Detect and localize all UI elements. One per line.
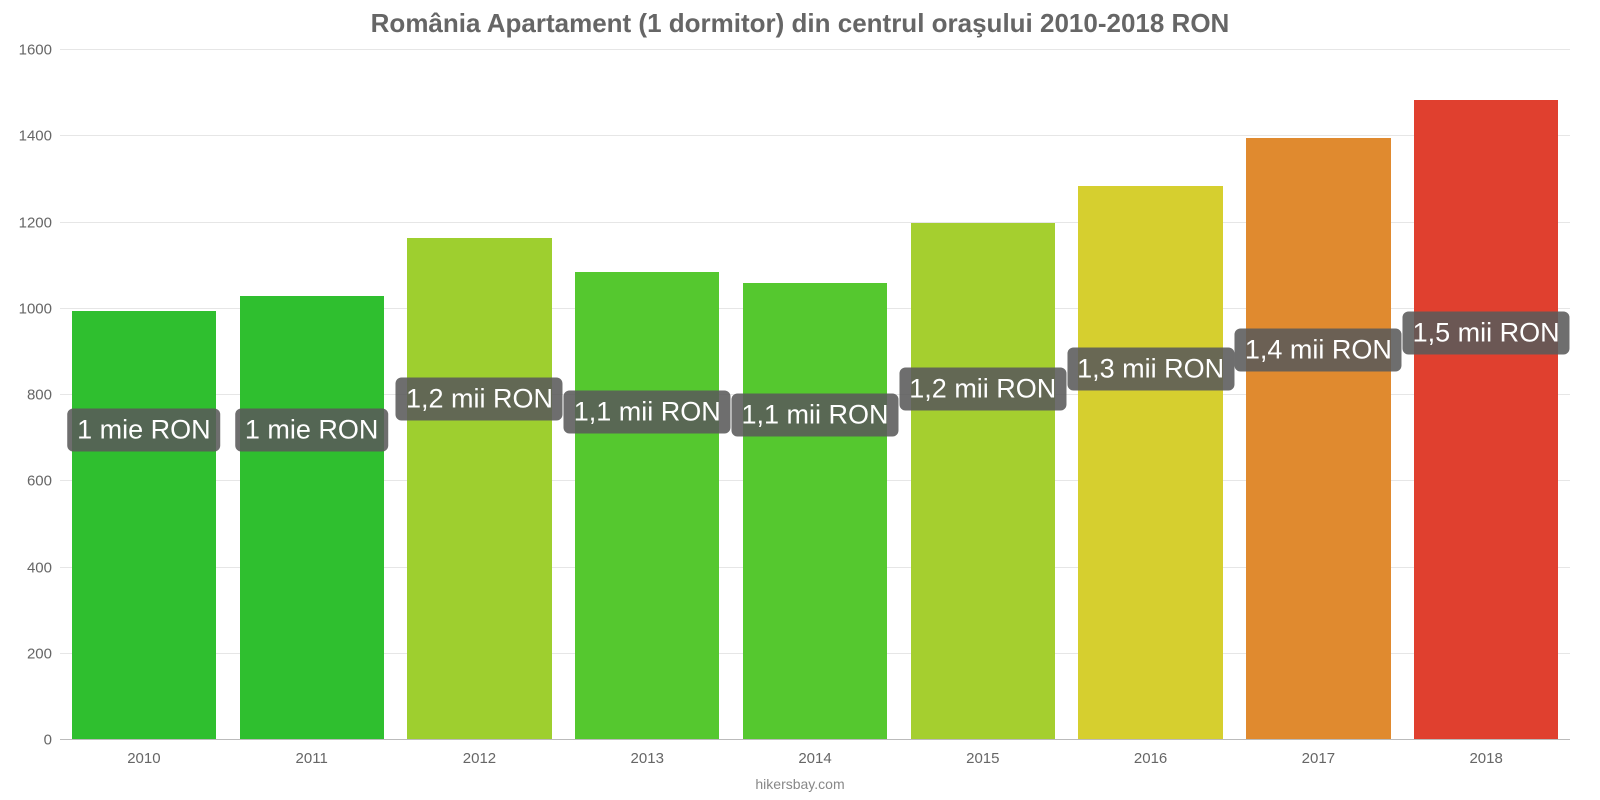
xtick-label: 2010 xyxy=(127,740,160,767)
bars-container: 1 mie RON20101 mie RON20111,2 mii RON201… xyxy=(60,50,1570,740)
bar xyxy=(1078,186,1222,740)
ytick-label: 1400 xyxy=(19,128,60,145)
ytick-label: 400 xyxy=(27,559,60,576)
ytick-label: 1000 xyxy=(19,300,60,317)
value-badge: 1,2 mii RON xyxy=(899,367,1066,410)
bar xyxy=(1414,100,1558,740)
xtick-label: 2015 xyxy=(966,740,999,767)
xtick-label: 2014 xyxy=(798,740,831,767)
ytick-label: 1600 xyxy=(19,42,60,59)
bar xyxy=(575,272,719,740)
plot-area: 02004006008001000120014001600 1 mie RON2… xyxy=(60,50,1570,740)
bar-slot: 1,1 mii RON2013 xyxy=(563,50,731,740)
value-badge: 1,3 mii RON xyxy=(1067,348,1234,391)
xtick-label: 2016 xyxy=(1134,740,1167,767)
bar xyxy=(911,223,1055,741)
ytick-label: 0 xyxy=(44,732,60,749)
chart-title: România Apartament (1 dormitor) din cent… xyxy=(0,0,1600,51)
baseline xyxy=(60,739,1570,740)
bar-slot: 1,3 mii RON2016 xyxy=(1067,50,1235,740)
value-badge: 1,1 mii RON xyxy=(732,393,899,436)
bar xyxy=(743,283,887,740)
value-badge: 1,4 mii RON xyxy=(1235,328,1402,371)
xtick-label: 2011 xyxy=(296,740,328,767)
value-badge: 1,2 mii RON xyxy=(396,378,563,421)
ytick-label: 600 xyxy=(27,473,60,490)
bar-slot: 1 mie RON2010 xyxy=(60,50,228,740)
xtick-label: 2017 xyxy=(1302,740,1335,767)
xtick-label: 2018 xyxy=(1469,740,1502,767)
ytick-label: 200 xyxy=(27,645,60,662)
bar-slot: 1,2 mii RON2012 xyxy=(396,50,564,740)
bar-slot: 1,5 mii RON2018 xyxy=(1402,50,1570,740)
bar-slot: 1 mie RON2011 xyxy=(228,50,396,740)
chart-area: 02004006008001000120014001600 1 mie RON2… xyxy=(60,50,1570,740)
source-label: hikersbay.com xyxy=(0,776,1600,792)
value-badge: 1 mie RON xyxy=(67,408,221,451)
ytick-label: 1200 xyxy=(19,214,60,231)
value-badge: 1,5 mii RON xyxy=(1403,311,1570,354)
bar xyxy=(72,311,216,740)
bar xyxy=(1246,138,1390,740)
bar-slot: 1,1 mii RON2014 xyxy=(731,50,899,740)
bar xyxy=(407,238,551,740)
value-badge: 1,1 mii RON xyxy=(564,391,731,434)
bar-slot: 1,2 mii RON2015 xyxy=(899,50,1067,740)
bar-slot: 1,4 mii RON2017 xyxy=(1234,50,1402,740)
xtick-label: 2013 xyxy=(631,740,664,767)
bar xyxy=(240,296,384,740)
xtick-label: 2012 xyxy=(463,740,496,767)
value-badge: 1 mie RON xyxy=(235,408,389,451)
ytick-label: 800 xyxy=(27,387,60,404)
